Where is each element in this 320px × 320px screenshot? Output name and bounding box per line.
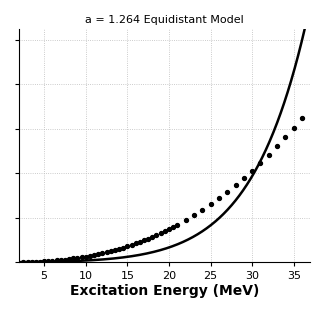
Point	[83, 254, 88, 259]
Point	[112, 247, 117, 252]
Point	[50, 258, 55, 263]
Point	[121, 245, 126, 250]
Point	[46, 259, 51, 264]
Point	[96, 252, 101, 257]
Point	[175, 222, 180, 228]
Point	[67, 256, 72, 261]
Point	[92, 252, 97, 258]
Point	[200, 207, 205, 212]
Point	[58, 257, 63, 262]
Point	[71, 256, 76, 261]
Point	[241, 176, 246, 181]
Point	[146, 236, 151, 241]
Point	[216, 196, 221, 201]
Point	[25, 260, 30, 265]
Point	[275, 143, 280, 148]
Point	[137, 239, 142, 244]
Point	[166, 227, 172, 232]
Point	[116, 246, 122, 251]
Point	[300, 115, 305, 120]
Point	[104, 250, 109, 255]
Point	[171, 224, 176, 229]
Point	[129, 242, 134, 247]
Point	[233, 183, 238, 188]
Point	[21, 260, 26, 265]
Point	[266, 152, 271, 157]
Point	[29, 260, 34, 265]
Point	[75, 255, 80, 260]
X-axis label: Excitation Energy (MeV): Excitation Energy (MeV)	[70, 284, 260, 298]
Point	[87, 253, 92, 258]
Point	[141, 238, 147, 243]
Point	[100, 251, 105, 256]
Point	[291, 125, 296, 130]
Point	[208, 202, 213, 207]
Point	[125, 244, 130, 249]
Title: a = 1.264 Equidistant Model: a = 1.264 Equidistant Model	[85, 15, 244, 25]
Point	[183, 218, 188, 223]
Point	[37, 259, 43, 264]
Point	[54, 258, 59, 263]
Point	[283, 134, 288, 140]
Point	[150, 234, 155, 239]
Point	[79, 255, 84, 260]
Point	[33, 259, 38, 264]
Point	[191, 213, 196, 218]
Point	[42, 259, 47, 264]
Point	[133, 241, 138, 246]
Point	[154, 232, 159, 237]
Point	[108, 249, 113, 254]
Point	[162, 228, 167, 234]
Point	[62, 257, 68, 262]
Point	[258, 160, 263, 165]
Point	[250, 168, 255, 173]
Point	[158, 231, 163, 236]
Point	[225, 189, 230, 195]
